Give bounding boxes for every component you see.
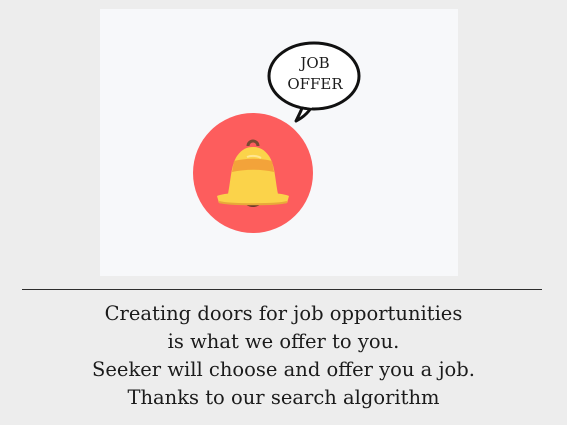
bubble-line-1: JOB bbox=[300, 54, 330, 72]
tagline-line-2: is what we offer to you. bbox=[167, 330, 400, 353]
tagline-line-3: Seeker will choose and offer you a job. bbox=[92, 358, 475, 381]
tagline: Creating doors for job opportunities is … bbox=[0, 300, 567, 412]
divider bbox=[22, 289, 542, 290]
tagline-line-4: Thanks to our search algorithm bbox=[127, 386, 440, 409]
speech-bubble bbox=[267, 41, 361, 123]
speech-bubble-text: JOB OFFER bbox=[268, 53, 362, 95]
bell-icon bbox=[217, 139, 289, 207]
hero-card: JOB OFFER bbox=[100, 9, 458, 276]
tagline-line-1: Creating doors for job opportunities bbox=[104, 302, 463, 325]
bubble-line-2: OFFER bbox=[287, 75, 343, 93]
job-offer-illustration bbox=[193, 41, 361, 233]
